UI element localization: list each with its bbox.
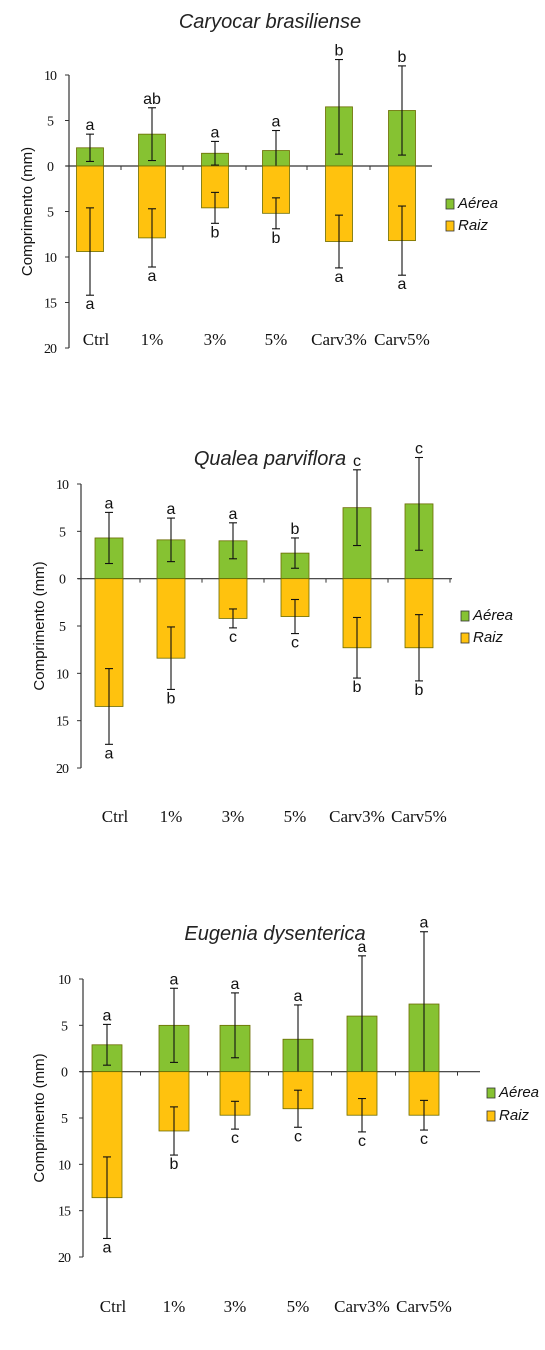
x-tick-label: Ctrl (83, 330, 110, 349)
significance-letter: c (415, 440, 423, 457)
significance-letter: a (294, 988, 303, 1005)
significance-letter: a (211, 124, 220, 141)
x-tick-label: 1% (163, 1297, 186, 1316)
legend-label-raiz: Raiz (458, 217, 489, 234)
significance-letter: a (170, 971, 179, 988)
legend-swatch-raiz (486, 1110, 496, 1122)
legend-label-raiz: Raiz (473, 629, 504, 646)
y-tick-label: 5 (61, 1019, 68, 1034)
significance-letter: ab (143, 91, 161, 108)
y-axis-label: Comprimento (mm) (31, 1053, 48, 1182)
significance-letter: a (420, 915, 429, 932)
significance-letter: c (420, 1131, 428, 1148)
y-tick-label: 10 (56, 667, 69, 682)
significance-letter: a (358, 939, 367, 956)
x-tick-label: Carv3% (311, 330, 367, 349)
x-tick-label: Carv3% (329, 807, 385, 826)
x-tick-label: 5% (265, 330, 288, 349)
y-tick-label: 0 (59, 573, 66, 588)
significance-letter: c (358, 1133, 366, 1150)
significance-letter: a (105, 745, 114, 762)
significance-letter: a (398, 276, 407, 293)
x-tick-label: Carv5% (396, 1297, 452, 1316)
legend-label-aerea: Aérea (498, 1084, 539, 1101)
x-tick-label: 3% (204, 330, 227, 349)
x-tick-label: 1% (160, 807, 183, 826)
y-tick-label: 15 (58, 1205, 71, 1220)
significance-letter: b (170, 1156, 179, 1173)
chart-title: Eugenia dysenterica (184, 923, 365, 945)
chart-panel-eugenia: Eugenia dysenterica Comprimento (mm) 10 5 0 5… (31, 915, 539, 1316)
significance-letter: b (335, 43, 344, 60)
y-tick-label: 15 (56, 715, 69, 730)
y-tick-label: 10 (44, 69, 57, 84)
y-tick-label: 0 (61, 1066, 68, 1081)
x-tick-label: Ctrl (102, 807, 129, 826)
significance-letter: a (167, 501, 176, 518)
legend-swatch-aerea (445, 198, 455, 210)
y-tick-label: 5 (47, 115, 54, 130)
significance-letter: a (105, 495, 114, 512)
significance-letter: c (229, 629, 237, 646)
legend-label-aerea: Aérea (457, 195, 498, 212)
significance-letter: b (211, 224, 220, 241)
significance-letter: a (103, 1007, 112, 1024)
y-tick-label: 10 (58, 973, 71, 988)
significance-letter: c (294, 1128, 302, 1145)
significance-letter: b (398, 49, 407, 66)
y-tick-label: 5 (59, 620, 66, 635)
significance-letter: c (353, 453, 361, 470)
significance-letter: b (353, 679, 362, 696)
x-tick-label: Carv5% (391, 807, 447, 826)
significance-letter: a (272, 114, 281, 131)
significance-letter: b (272, 230, 281, 247)
legend-label-raiz: Raiz (499, 1107, 530, 1124)
x-tick-label: 3% (222, 807, 245, 826)
y-tick-label: 5 (47, 206, 54, 221)
y-tick-label: 20 (58, 1251, 71, 1266)
x-tick-label: 5% (287, 1297, 310, 1316)
significance-letter: a (335, 269, 344, 286)
y-tick-label: 0 (47, 160, 54, 175)
x-tick-label: 1% (141, 330, 164, 349)
chart-title: Qualea parviflora (194, 448, 346, 470)
chart-title: Caryocar brasiliense (179, 11, 361, 33)
significance-letter: a (86, 117, 95, 134)
y-tick-label: 10 (58, 1158, 71, 1173)
x-tick-label: Carv5% (374, 330, 430, 349)
y-tick-label: 10 (56, 478, 69, 493)
y-tick-label: 10 (44, 251, 57, 266)
significance-letter: a (103, 1239, 112, 1256)
bar-raiz (201, 165, 229, 209)
significance-letter: c (231, 1130, 239, 1147)
x-tick-label: 3% (224, 1297, 247, 1316)
legend-label-aerea: Aérea (472, 607, 513, 624)
significance-letter: a (229, 506, 238, 523)
legend-swatch-raiz (445, 220, 455, 232)
significance-letter: a (86, 296, 95, 313)
y-tick-label: 15 (44, 297, 57, 312)
legend-swatch-raiz (460, 632, 470, 644)
significance-letter: a (231, 976, 240, 993)
legend-swatch-aerea (460, 610, 470, 622)
y-axis-label: Comprimento (mm) (19, 147, 36, 276)
significance-letter: b (167, 690, 176, 707)
y-tick-label: 20 (56, 762, 69, 777)
x-tick-label: 5% (284, 807, 307, 826)
significance-letter: c (291, 635, 299, 652)
y-tick-label: 5 (59, 525, 66, 540)
x-tick-label: Carv3% (334, 1297, 390, 1316)
legend-swatch-aerea (486, 1087, 496, 1099)
significance-letter: b (415, 682, 424, 699)
y-tick-label: 20 (44, 342, 57, 357)
y-tick-label: 5 (61, 1112, 68, 1127)
x-tick-label: Ctrl (100, 1297, 127, 1316)
significance-letter: b (291, 521, 300, 538)
chart-panel-caryocar: Caryocar brasiliense Comprimento (mm) 10 5 0… (19, 11, 498, 357)
significance-letter: a (148, 268, 157, 285)
chart-panel-qualea: Qualea parviflora Comprimento (mm) 10 5 0 5 10… (31, 440, 513, 826)
y-axis-label: Comprimento (mm) (31, 561, 48, 690)
